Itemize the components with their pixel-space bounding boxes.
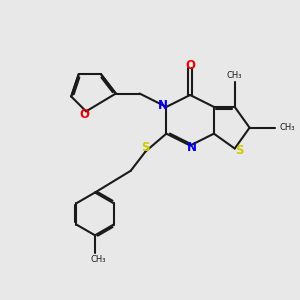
Text: O: O bbox=[80, 108, 90, 122]
Text: CH₃: CH₃ bbox=[90, 255, 106, 264]
Text: CH₃: CH₃ bbox=[227, 70, 242, 80]
Text: N: N bbox=[187, 140, 196, 154]
Text: N: N bbox=[158, 99, 168, 112]
Text: S: S bbox=[141, 140, 150, 154]
Text: CH₃: CH₃ bbox=[280, 123, 295, 132]
Text: O: O bbox=[185, 59, 195, 72]
Text: S: S bbox=[236, 144, 244, 157]
